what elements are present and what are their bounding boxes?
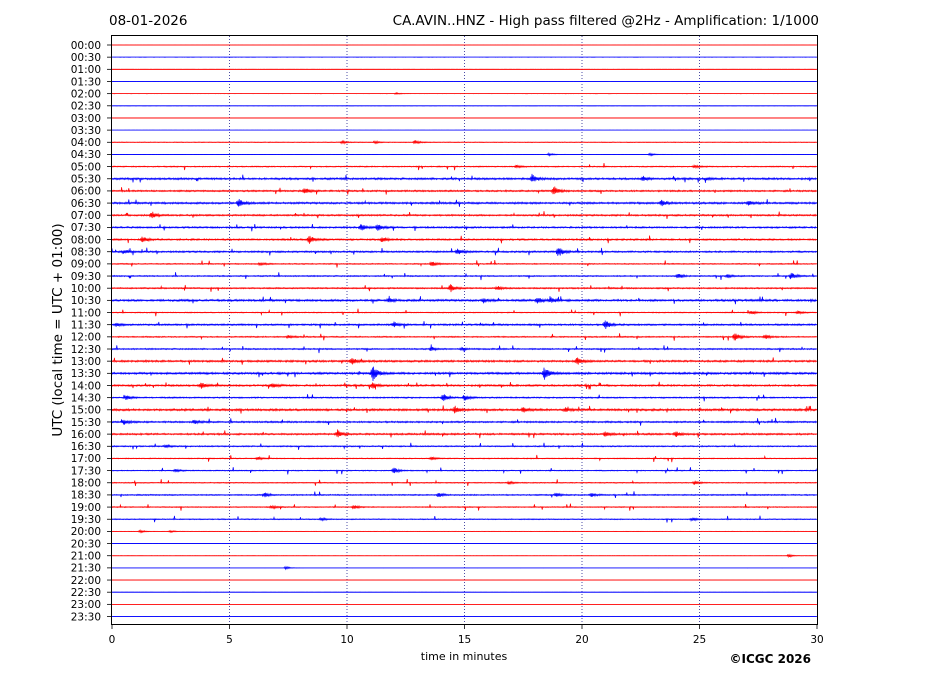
- row-label: 04:30: [71, 149, 101, 161]
- x-tick-label: 25: [693, 634, 706, 646]
- x-axis-label: time in minutes: [421, 650, 508, 663]
- x-tick-label: 15: [458, 634, 471, 646]
- row-label: 22:00: [71, 575, 101, 587]
- x-axis-ticks: 0 5 10 15 20 25 30: [109, 624, 824, 646]
- row-label: 13:00: [71, 356, 101, 368]
- row-label: 21:30: [71, 563, 101, 575]
- row-label: 17:00: [71, 453, 101, 465]
- x-tick-label: 20: [575, 634, 588, 646]
- row-label: 18:00: [71, 478, 101, 490]
- row-label: 15:00: [71, 405, 101, 417]
- row-label: 12:00: [71, 332, 101, 344]
- row-label: 04:00: [71, 137, 101, 149]
- row-label: 11:30: [71, 319, 101, 331]
- seismic-traces: [111, 44, 817, 617]
- row-label: 08:00: [71, 234, 101, 246]
- row-label: 05:30: [71, 174, 101, 186]
- y-axis-label: UTC (local time = UTC + 01:00): [50, 223, 66, 436]
- row-label: 11:00: [71, 307, 101, 319]
- row-label: 07:00: [71, 210, 101, 222]
- trace-row-05:30: [111, 173, 817, 183]
- row-label: 00:30: [71, 52, 101, 64]
- row-label: 09:00: [71, 259, 101, 271]
- row-label: 15:30: [71, 417, 101, 429]
- row-label: 10:30: [71, 295, 101, 307]
- row-label: 20:00: [71, 526, 101, 538]
- row-label: 08:30: [71, 247, 101, 259]
- x-tick-label: 5: [226, 634, 233, 646]
- row-label: 19:00: [71, 502, 101, 514]
- plot-frame: [111, 35, 818, 625]
- row-label: 20:30: [71, 538, 101, 550]
- row-time-labels: 00:0000:3001:0001:3002:0002:3003:0003:30…: [71, 40, 112, 623]
- row-label: 19:30: [71, 514, 101, 526]
- copyright-text: ©ICGC 2026: [729, 652, 811, 666]
- x-tick-label: 30: [810, 634, 823, 646]
- row-label: 16:00: [71, 429, 101, 441]
- row-label: 17:30: [71, 465, 101, 477]
- row-label: 00:00: [71, 40, 101, 52]
- row-label: 03:30: [71, 125, 101, 137]
- row-label: 21:00: [71, 551, 101, 563]
- row-label: 23:30: [71, 611, 101, 623]
- row-label: 05:00: [71, 161, 101, 173]
- row-label: 13:30: [71, 368, 101, 380]
- row-label: 22:30: [71, 587, 101, 599]
- vertical-gridlines: [229, 36, 700, 624]
- chart-date: 08-01-2026: [109, 13, 187, 29]
- row-label: 18:30: [71, 490, 101, 502]
- row-label: 14:00: [71, 380, 101, 392]
- chart-title: CA.AVIN..HNZ - High pass filtered @2Hz -…: [393, 13, 819, 29]
- row-label: 12:30: [71, 344, 101, 356]
- row-label: 06:00: [71, 186, 101, 198]
- row-label: 23:00: [71, 599, 101, 611]
- row-label: 02:30: [71, 101, 101, 113]
- row-label: 03:00: [71, 113, 101, 125]
- row-label: 10:00: [71, 283, 101, 295]
- row-label: 16:30: [71, 441, 101, 453]
- row-label: 06:30: [71, 198, 101, 210]
- row-label: 09:30: [71, 271, 101, 283]
- x-tick-label: 10: [340, 634, 353, 646]
- row-label: 01:00: [71, 64, 101, 76]
- row-label: 07:30: [71, 222, 101, 234]
- row-label: 02:00: [71, 88, 101, 100]
- row-label: 14:30: [71, 392, 101, 404]
- row-label: 01:30: [71, 76, 101, 88]
- x-tick-label: 0: [109, 634, 116, 646]
